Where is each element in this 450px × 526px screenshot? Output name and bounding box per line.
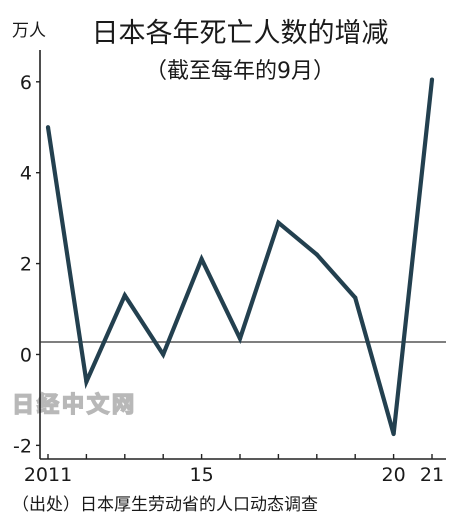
series-line [45,79,435,435]
chart-title: 日本各年死亡人数的增减 [92,18,389,49]
data-point [429,77,435,82]
x-tick-label: 2011 [24,464,72,486]
y-axis-ticks: 6 4 2 0 -2 [13,72,40,457]
watermark-text: 日经中文网 [12,392,137,418]
y-unit-label: 万人 [12,21,46,41]
data-point [353,295,358,300]
data-point [161,352,166,357]
x-tick-label: 21 [420,464,444,486]
x-tick-label: 20 [382,464,406,486]
data-point [391,431,396,437]
x-axis-ticks: 2011 15 20 21 [24,454,444,486]
data-point [199,256,204,262]
data-point [122,293,127,298]
x-tick-label: 15 [190,464,214,486]
data-point [276,220,281,225]
data-point [84,379,89,384]
data-points [45,77,435,437]
y-tick-label: 2 [20,254,32,276]
source-note: （出处）日本厚生劳动省的人口动态调查 [12,495,318,515]
data-point [314,252,319,257]
y-tick-label: -2 [13,435,32,457]
y-tick-label: 6 [20,72,32,94]
data-point [45,125,51,130]
data-point [237,336,243,341]
chart-subtitle: （截至每年的9月） [145,59,335,84]
y-tick-label: 4 [20,163,32,185]
y-tick-label: 0 [20,344,32,366]
